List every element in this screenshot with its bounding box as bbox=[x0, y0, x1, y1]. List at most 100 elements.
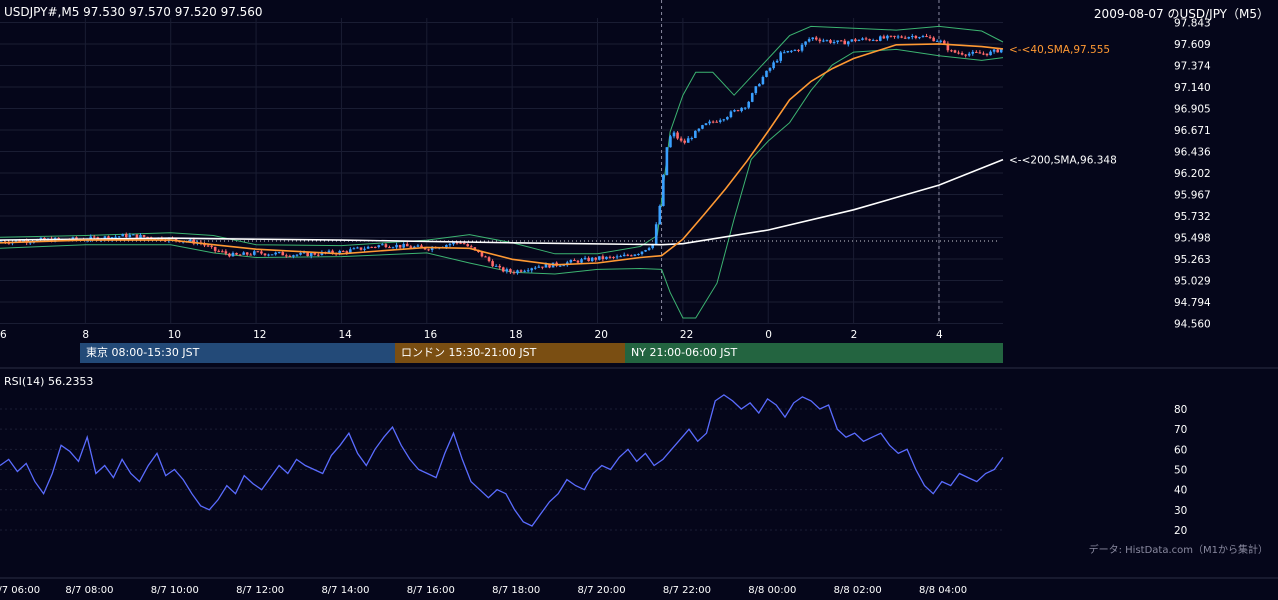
candle-body bbox=[537, 266, 541, 268]
candle-body bbox=[807, 39, 811, 42]
candle-body bbox=[580, 259, 583, 263]
candle-body bbox=[260, 251, 263, 254]
candle-body bbox=[967, 53, 971, 56]
rsi-y-tick-label: 50 bbox=[1174, 465, 1187, 477]
rsi-y-tick-label: 60 bbox=[1174, 444, 1187, 456]
candle-body bbox=[480, 251, 484, 257]
candle-body bbox=[114, 236, 117, 238]
candle-body bbox=[889, 35, 893, 37]
candle-body bbox=[576, 260, 580, 263]
candle-body bbox=[814, 37, 818, 40]
candle-body bbox=[501, 267, 505, 272]
candle-body bbox=[708, 121, 711, 124]
candle-body bbox=[363, 248, 366, 250]
candle-body bbox=[299, 252, 302, 255]
candle-body bbox=[868, 39, 871, 41]
candle-body bbox=[498, 265, 502, 268]
candle-body bbox=[309, 252, 313, 257]
price-x-tick-label: 18 bbox=[509, 329, 522, 341]
candle-body bbox=[775, 60, 779, 63]
price-y-tick-label: 97.374 bbox=[1174, 61, 1211, 73]
candle-body bbox=[978, 52, 982, 54]
rsi-label: RSI(14) 56.2353 bbox=[4, 375, 94, 388]
candle-body bbox=[448, 244, 452, 246]
candle-body bbox=[608, 256, 612, 258]
candle-body bbox=[132, 234, 135, 236]
candle-body bbox=[654, 224, 658, 244]
candle-body bbox=[231, 252, 235, 257]
candle-body bbox=[103, 236, 107, 240]
candle-body bbox=[985, 53, 989, 56]
candle-body bbox=[402, 244, 405, 248]
candle-body bbox=[459, 242, 462, 244]
candle-body bbox=[818, 39, 822, 42]
candle-body bbox=[637, 253, 640, 255]
sma200-line bbox=[0, 158, 1004, 246]
candle-body bbox=[345, 251, 349, 253]
price-x-tick-label: 0 bbox=[765, 329, 772, 341]
candle-body bbox=[381, 244, 384, 246]
candle-body bbox=[569, 260, 573, 263]
candle-body bbox=[797, 49, 800, 51]
candle-body bbox=[14, 240, 18, 242]
candle-body bbox=[793, 49, 797, 51]
candle-body bbox=[331, 250, 334, 254]
candle-body bbox=[583, 257, 587, 260]
candle-body bbox=[996, 49, 999, 53]
rsi-x-tick-label: 8/7 18:00 bbox=[492, 585, 540, 596]
candle-body bbox=[188, 239, 192, 242]
candle-body bbox=[765, 70, 768, 77]
sma40-line bbox=[0, 43, 1004, 266]
candle-body bbox=[526, 270, 530, 272]
candle-body bbox=[790, 50, 793, 52]
candle-body bbox=[726, 117, 729, 120]
chart-date-title: 2009-08-07 のUSD/JPY（M5） bbox=[1093, 7, 1269, 21]
candle-body bbox=[736, 110, 740, 112]
candle-body bbox=[761, 76, 765, 85]
candle-body bbox=[285, 255, 288, 257]
candle-body bbox=[928, 36, 932, 38]
price-y-tick-label: 95.263 bbox=[1174, 254, 1211, 266]
price-y-tick-label: 94.560 bbox=[1174, 319, 1211, 331]
candle-body bbox=[662, 175, 665, 206]
candle-body bbox=[117, 236, 121, 238]
candle-body bbox=[907, 37, 911, 39]
candle-body bbox=[686, 138, 690, 143]
bollinger-upper-band bbox=[0, 25, 1004, 255]
candle-body bbox=[701, 125, 704, 129]
candle-body bbox=[213, 246, 217, 251]
candle-body bbox=[487, 257, 491, 262]
candle-body bbox=[541, 266, 544, 268]
candle-body bbox=[921, 36, 925, 38]
bollinger-lower-band bbox=[0, 48, 1004, 319]
candle-body bbox=[957, 52, 960, 54]
candle-body bbox=[950, 50, 953, 52]
price-y-tick-label: 97.609 bbox=[1174, 39, 1211, 51]
rsi-y-tick-label: 70 bbox=[1174, 424, 1187, 436]
candle-body bbox=[128, 234, 132, 238]
candle-body bbox=[388, 247, 391, 249]
price-y-tick-label: 95.498 bbox=[1174, 233, 1211, 245]
price-y-tick-label: 95.967 bbox=[1174, 190, 1211, 202]
candle-body bbox=[135, 234, 139, 239]
candle-body bbox=[590, 257, 594, 262]
candle-body bbox=[914, 36, 918, 39]
candle-body bbox=[509, 269, 512, 273]
price-y-tick-label: 96.905 bbox=[1174, 104, 1211, 116]
price-x-tick-label: 22 bbox=[680, 329, 693, 341]
candle-body bbox=[900, 36, 903, 38]
candle-body bbox=[647, 248, 651, 251]
candle-body bbox=[395, 244, 398, 248]
candle-body bbox=[825, 40, 829, 42]
price-y-tick-label: 97.140 bbox=[1174, 82, 1211, 94]
candle-body bbox=[594, 257, 598, 260]
candle-body bbox=[800, 44, 804, 51]
candle-body bbox=[665, 147, 669, 176]
candle-body bbox=[718, 120, 722, 122]
candle-body bbox=[658, 205, 662, 225]
candle-body bbox=[690, 138, 694, 140]
candle-body bbox=[462, 243, 466, 245]
candle-body bbox=[747, 101, 750, 108]
candle-body bbox=[715, 121, 718, 123]
candle-body bbox=[992, 49, 996, 52]
